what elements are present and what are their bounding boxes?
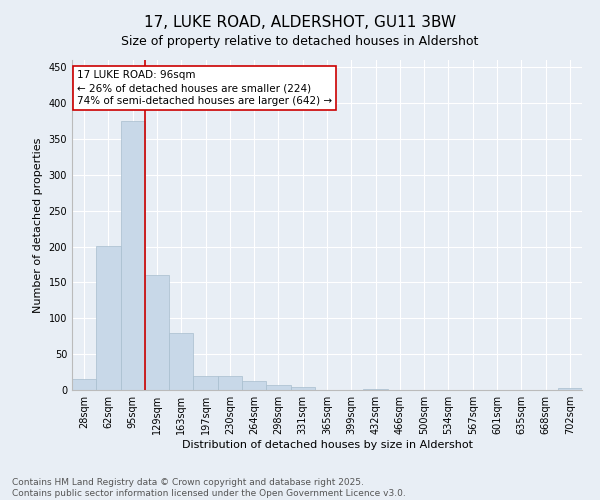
Bar (121, 121, 145, 390)
Bar (193, 376, 218, 390)
Bar (290, 387, 315, 390)
Text: Size of property relative to detached houses in Aldershot: Size of property relative to detached ho… (121, 35, 479, 48)
Bar (218, 376, 242, 390)
Bar (145, 275, 169, 390)
Bar (169, 332, 193, 390)
Text: Contains HM Land Registry data © Crown copyright and database right 2025.
Contai: Contains HM Land Registry data © Crown c… (12, 478, 406, 498)
Bar (72, 378, 96, 390)
Bar (242, 382, 266, 390)
X-axis label: Distribution of detached houses by size in Aldershot: Distribution of detached houses by size … (182, 440, 473, 450)
Bar (96, 246, 121, 390)
Text: 17, LUKE ROAD, ALDERSHOT, GU11 3BW: 17, LUKE ROAD, ALDERSHOT, GU11 3BW (144, 15, 456, 30)
Y-axis label: Number of detached properties: Number of detached properties (33, 138, 43, 312)
Text: 17 LUKE ROAD: 96sqm
← 26% of detached houses are smaller (224)
74% of semi-detac: 17 LUKE ROAD: 96sqm ← 26% of detached ho… (77, 70, 332, 106)
Bar (266, 385, 290, 390)
Bar (558, 388, 582, 390)
